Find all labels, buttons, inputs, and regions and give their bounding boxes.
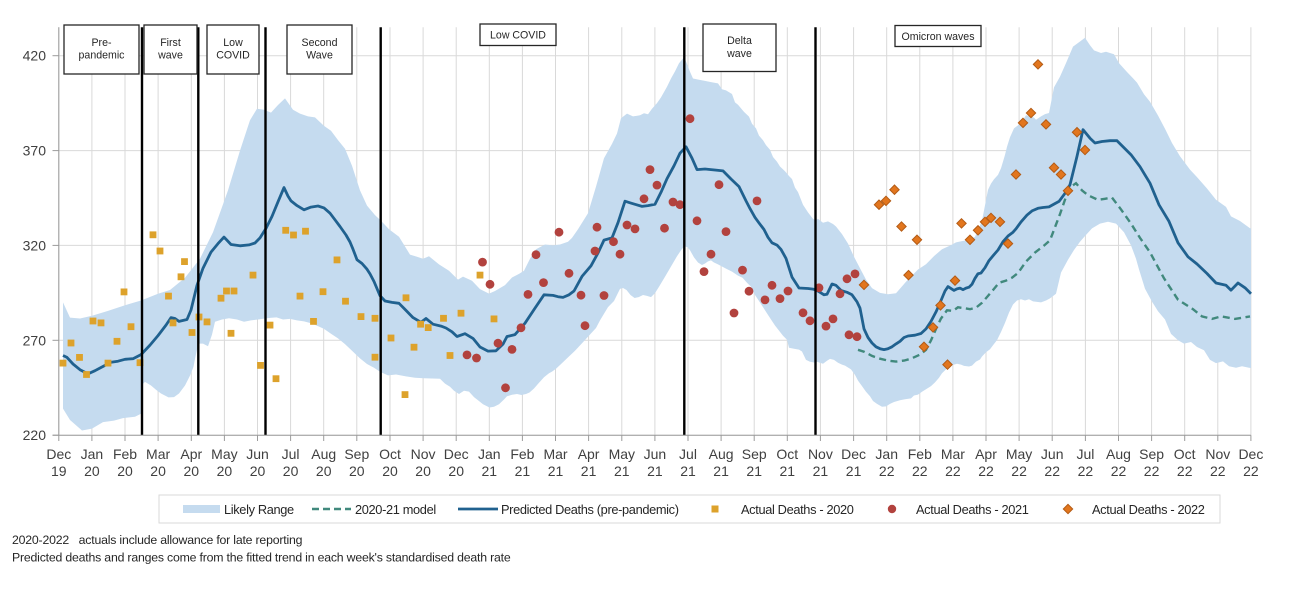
- svg-text:19: 19: [51, 463, 67, 479]
- svg-text:22: 22: [912, 463, 928, 479]
- svg-text:Dec: Dec: [841, 446, 866, 462]
- svg-text:20: 20: [415, 463, 431, 479]
- svg-text:21: 21: [614, 463, 630, 479]
- svg-text:Oct: Oct: [1174, 446, 1196, 462]
- svg-text:Nov: Nov: [808, 446, 833, 462]
- svg-text:20: 20: [448, 463, 464, 479]
- svg-text:Apr: Apr: [578, 446, 600, 462]
- svg-text:Omicron waves: Omicron waves: [902, 31, 975, 43]
- svg-text:Jun: Jun: [644, 446, 667, 462]
- svg-text:Sep: Sep: [344, 446, 369, 462]
- svg-text:21: 21: [713, 463, 729, 479]
- svg-text:Jan: Jan: [478, 446, 501, 462]
- svg-text:Nov: Nov: [411, 446, 436, 462]
- svg-text:22: 22: [1243, 463, 1259, 479]
- svg-text:Predicted Deaths (pre-pandemic: Predicted Deaths (pre-pandemic): [501, 502, 679, 517]
- svg-text:370: 370: [23, 143, 47, 159]
- svg-text:270: 270: [23, 332, 47, 348]
- svg-text:20: 20: [283, 463, 299, 479]
- svg-text:Jul: Jul: [282, 446, 300, 462]
- svg-text:Actual Deaths - 2020: Actual Deaths - 2020: [741, 502, 854, 517]
- svg-text:20: 20: [349, 463, 365, 479]
- svg-text:Jan: Jan: [81, 446, 104, 462]
- svg-text:Delta: Delta: [727, 35, 752, 47]
- svg-text:Pre-: Pre-: [91, 37, 111, 49]
- svg-text:220: 220: [23, 427, 47, 443]
- svg-text:First: First: [160, 37, 181, 49]
- svg-text:May: May: [211, 446, 237, 462]
- svg-text:21: 21: [548, 463, 564, 479]
- svg-text:Aug: Aug: [311, 446, 336, 462]
- svg-text:Low COVID: Low COVID: [490, 30, 546, 42]
- svg-text:May: May: [609, 446, 635, 462]
- svg-text:21: 21: [647, 463, 663, 479]
- svg-text:21: 21: [515, 463, 531, 479]
- svg-text:20: 20: [217, 463, 233, 479]
- svg-text:pandemic: pandemic: [79, 50, 126, 62]
- svg-text:2020-2022 actuals include al: 2020-2022 actuals include allowance for …: [12, 533, 303, 547]
- svg-text:22: 22: [1144, 463, 1160, 479]
- svg-text:Feb: Feb: [908, 446, 932, 462]
- svg-text:420: 420: [23, 48, 47, 64]
- svg-text:21: 21: [581, 463, 597, 479]
- svg-text:20: 20: [316, 463, 332, 479]
- svg-text:Jul: Jul: [1076, 446, 1094, 462]
- svg-text:20: 20: [382, 463, 398, 479]
- svg-text:22: 22: [1044, 463, 1060, 479]
- svg-text:wave: wave: [157, 50, 183, 62]
- svg-text:Dec: Dec: [1238, 446, 1263, 462]
- svg-text:21: 21: [746, 463, 762, 479]
- svg-text:20: 20: [250, 463, 266, 479]
- svg-text:Oct: Oct: [379, 446, 401, 462]
- svg-text:Dec: Dec: [444, 446, 469, 462]
- svg-text:Jul: Jul: [679, 446, 697, 462]
- svg-text:COVID: COVID: [216, 50, 250, 62]
- svg-text:22: 22: [1011, 463, 1027, 479]
- svg-text:Mar: Mar: [146, 446, 170, 462]
- svg-text:Aug: Aug: [1106, 446, 1131, 462]
- svg-text:20: 20: [150, 463, 166, 479]
- svg-text:Actual Deaths - 2021: Actual Deaths - 2021: [916, 502, 1029, 517]
- svg-text:22: 22: [1111, 463, 1127, 479]
- svg-text:20: 20: [184, 463, 200, 479]
- svg-text:20: 20: [117, 463, 133, 479]
- svg-text:Wave: Wave: [306, 50, 333, 62]
- svg-text:Oct: Oct: [776, 446, 798, 462]
- svg-text:21: 21: [846, 463, 862, 479]
- svg-text:Sep: Sep: [1139, 446, 1164, 462]
- svg-text:Jun: Jun: [1041, 446, 1064, 462]
- svg-text:Low: Low: [223, 37, 243, 49]
- svg-text:2020-21 model: 2020-21 model: [355, 502, 436, 517]
- svg-text:Nov: Nov: [1205, 446, 1230, 462]
- svg-text:Jun: Jun: [246, 446, 269, 462]
- svg-text:22: 22: [1177, 463, 1193, 479]
- svg-text:Mar: Mar: [941, 446, 965, 462]
- svg-text:Actual Deaths - 2022: Actual Deaths - 2022: [1092, 502, 1205, 517]
- svg-text:21: 21: [680, 463, 696, 479]
- svg-text:21: 21: [813, 463, 829, 479]
- svg-text:Apr: Apr: [180, 446, 202, 462]
- svg-text:Feb: Feb: [113, 446, 137, 462]
- svg-text:May: May: [1006, 446, 1032, 462]
- svg-text:Dec: Dec: [46, 446, 71, 462]
- svg-text:Second: Second: [302, 37, 338, 49]
- svg-text:Feb: Feb: [510, 446, 534, 462]
- svg-text:22: 22: [1210, 463, 1226, 479]
- svg-text:Mar: Mar: [543, 446, 567, 462]
- svg-text:Predicted deaths and ranges co: Predicted deaths and ranges come from th…: [12, 551, 511, 565]
- svg-text:Jan: Jan: [875, 446, 898, 462]
- svg-text:wave: wave: [726, 48, 752, 60]
- svg-text:Sep: Sep: [742, 446, 767, 462]
- svg-text:20: 20: [84, 463, 100, 479]
- svg-text:Aug: Aug: [709, 446, 734, 462]
- svg-text:22: 22: [879, 463, 895, 479]
- svg-text:22: 22: [1078, 463, 1094, 479]
- svg-text:21: 21: [780, 463, 796, 479]
- svg-text:21: 21: [482, 463, 498, 479]
- svg-text:22: 22: [945, 463, 961, 479]
- svg-text:320: 320: [23, 237, 47, 253]
- svg-text:22: 22: [978, 463, 994, 479]
- svg-text:Apr: Apr: [975, 446, 997, 462]
- svg-text:Likely Range: Likely Range: [224, 502, 294, 517]
